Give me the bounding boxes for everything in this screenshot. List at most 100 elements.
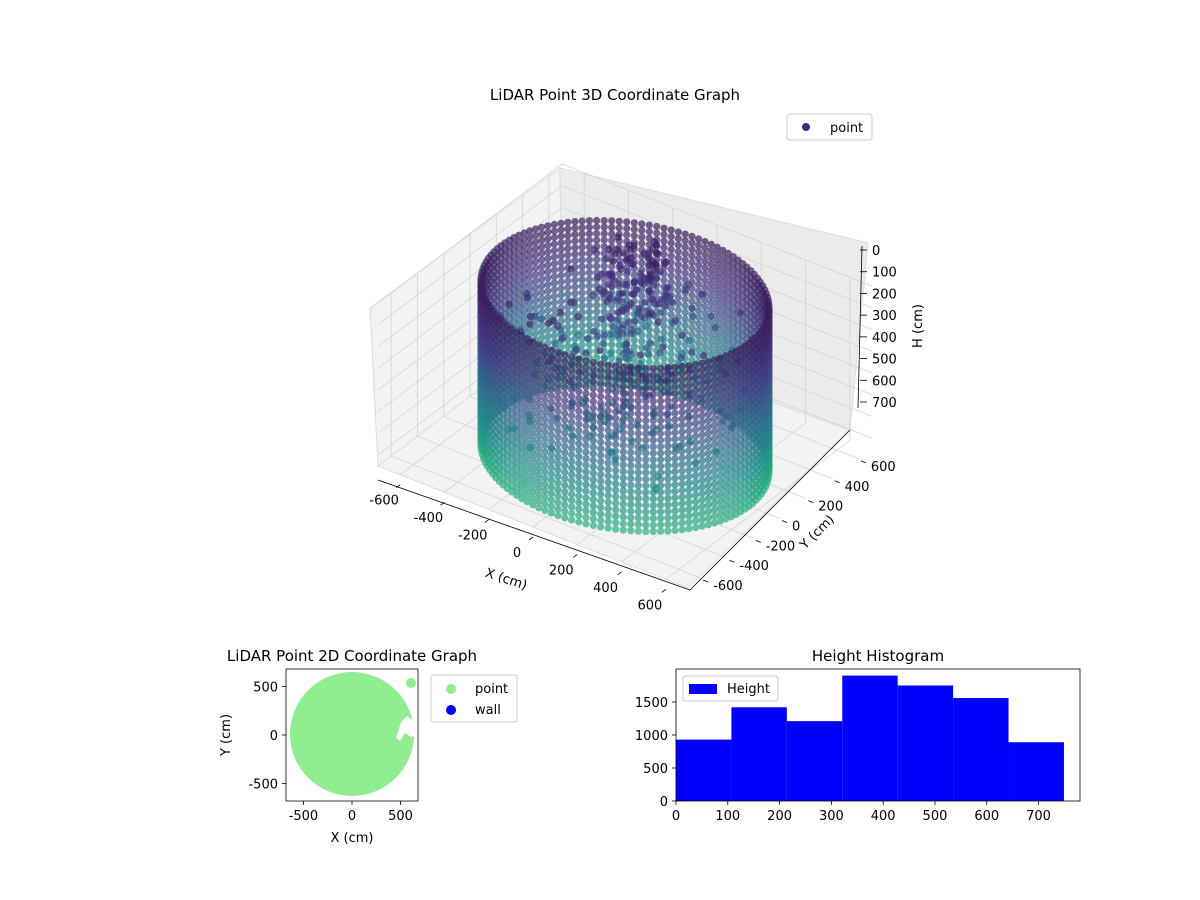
chart-3d-point [513,420,521,428]
chart-3d-point [707,247,715,255]
chart-3d-point [568,386,576,394]
chart-3d-point [710,506,719,514]
chart-3d-x-tick [395,484,401,489]
chart-3d-point [642,417,650,425]
chart-3d-point [612,408,620,416]
chart-3d-point [674,326,682,334]
chart-3d-point [582,383,590,391]
chart-3d-point [660,276,668,284]
chart-3d-point [681,230,689,238]
chart-3d-point [568,438,576,446]
chart-3d-point [695,326,703,334]
histogram-bar [731,707,787,801]
chart-3d-point [700,351,708,360]
chart-3d-point [571,218,579,226]
chart-3d-point [671,363,679,371]
chart-3d-point [582,507,590,515]
chart-3d-point [615,217,623,225]
chart-3d-point [654,250,662,258]
chart-3d-point [657,403,665,411]
chart-3d-point [538,275,546,284]
chart-3d-point [538,321,546,329]
chart-3d-point [678,402,686,410]
chart-3d-point [674,293,682,301]
chart-3d-point [578,321,586,329]
chart-3d-point [630,232,638,240]
chart-3d-point [529,396,537,405]
chart-3d-point [578,269,586,277]
chart-3d-point [523,419,531,428]
chart-3d-point [535,419,543,427]
chart-3d-point [612,506,620,514]
chart-3d-point [704,403,712,411]
chart-3d-point [582,415,590,424]
chart-3d-point [557,245,565,253]
chart-3d-point [574,313,582,321]
chart-3d-point [612,480,620,488]
chart-3d-point [716,471,724,480]
chart-3d-point [541,376,549,384]
chart-3d-point [550,233,559,242]
chart-3d-point [547,405,556,413]
chart-3d-point [578,282,586,290]
chart-3d-point [657,436,665,444]
chart-3d-point [619,298,627,306]
chart-3d-point [523,341,531,349]
chart-3d-point [627,507,635,515]
chart-3d-point [634,488,642,496]
chart-3d-point [642,449,650,457]
chart-3d-point [713,243,721,251]
chart-3d-point [568,509,576,518]
chart-3d-point [550,299,559,307]
histogram-legend-box [682,675,779,702]
chart-3d-point [634,364,642,372]
chart-3d-point [678,389,686,397]
chart-3d-point [642,410,650,418]
chart-3d-point [585,249,594,257]
chart-3d-point [736,309,745,317]
chart-3d-point [547,411,556,419]
chart-3d-point [529,344,537,352]
chart-3d-point [710,447,719,455]
chart-3d-point [710,486,719,494]
chart-3d-point [532,284,540,292]
chart-3d-point [554,440,562,448]
chart-3d-point [636,269,645,277]
chart-3d-point [671,422,679,430]
chart-3d-h-tick-label: 400 [872,331,897,346]
chart-3d-point [554,414,562,422]
chart-3d-point [678,526,686,534]
chart-3d-point [630,271,638,279]
chart-3d-point [575,362,583,370]
chart-3d-point [557,239,565,247]
chart-3d-point [710,408,719,416]
chart-3d-point [575,518,583,526]
chart-3d-point [582,402,590,411]
chart-3d-point [627,390,635,398]
chart-3d-point [526,253,534,261]
chart-3d-point [535,380,543,388]
chart-3d-point [642,462,650,470]
chart-3d-point [678,519,686,527]
histogram-x-tick-label: 400 [871,809,896,824]
chart-3d-gridline-x [665,277,851,580]
chart-3d-point [716,484,724,493]
chart-3d-point [701,316,709,324]
chart-3d-point [544,241,552,249]
chart-2d-ticks: -500 0 500 500 0 -500 [248,680,412,824]
chart-3d-point [518,364,526,372]
chart-3d-point [547,379,556,387]
chart-3d-point [554,368,562,376]
chart-3d-point [722,443,730,451]
chart-3d-point [664,283,672,292]
chart-3d-point [597,412,605,420]
chart-3d-point [642,390,650,399]
chart-3d-point [722,508,730,517]
chart-3d-point [513,328,521,336]
chart-3d-point [688,245,696,254]
chart-3d-point [685,433,693,441]
chart-3d-point [561,507,569,515]
chart-3d-point [704,410,712,418]
chart-3d-point [568,470,576,478]
chart-3d-point [678,331,686,339]
